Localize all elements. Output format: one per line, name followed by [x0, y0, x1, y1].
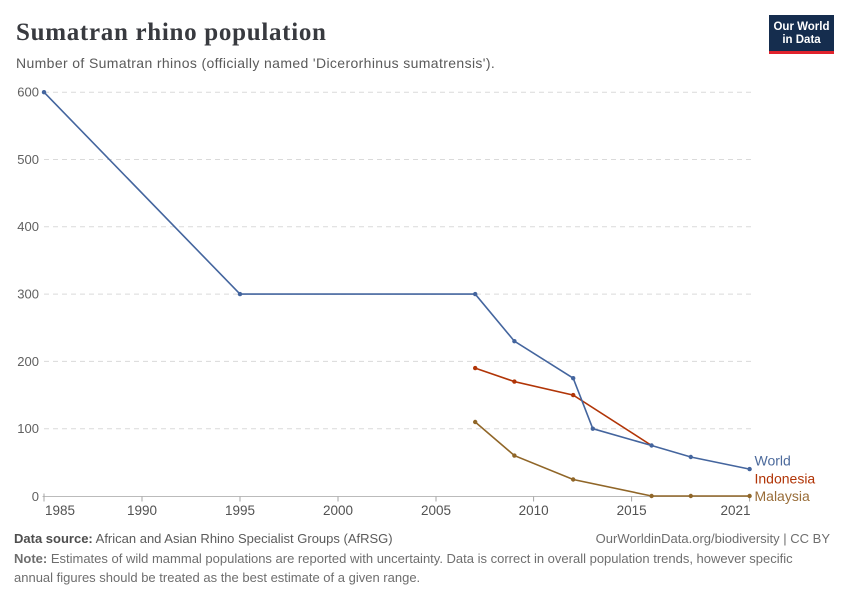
svg-text:World: World	[755, 452, 791, 468]
svg-text:Malaysia: Malaysia	[755, 488, 810, 504]
svg-text:Indonesia: Indonesia	[755, 470, 816, 486]
svg-text:2005: 2005	[421, 503, 451, 518]
svg-text:300: 300	[17, 287, 39, 302]
svg-text:200: 200	[17, 354, 39, 369]
svg-text:1985: 1985	[45, 503, 75, 518]
svg-text:2021: 2021	[720, 503, 750, 518]
svg-text:600: 600	[17, 85, 39, 100]
svg-text:1990: 1990	[127, 503, 157, 518]
svg-text:2010: 2010	[519, 503, 549, 518]
svg-text:0: 0	[32, 489, 39, 504]
svg-text:500: 500	[17, 152, 39, 167]
svg-text:1995: 1995	[225, 503, 255, 518]
svg-text:400: 400	[17, 219, 39, 234]
svg-text:2000: 2000	[323, 503, 353, 518]
svg-text:2015: 2015	[617, 503, 647, 518]
svg-text:100: 100	[17, 421, 39, 436]
